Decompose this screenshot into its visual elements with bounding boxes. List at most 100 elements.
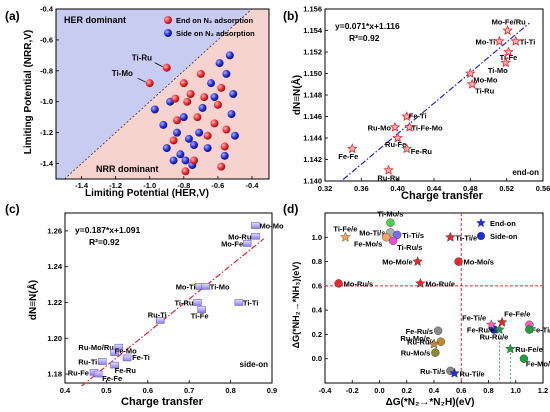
- c-point: [193, 299, 202, 306]
- a-ylabel: Limiting Potential (NRR,V): [23, 30, 34, 154]
- c-xtick-label: 0.6: [143, 386, 153, 395]
- c-point-label: Ti-Mo: [210, 282, 230, 291]
- b-xtick-label: 0.52: [499, 184, 514, 193]
- end-on-point: [169, 136, 178, 145]
- b-xtick-label: 0.48: [463, 184, 478, 193]
- d-side-on-label: Ti-Mo/s: [377, 210, 403, 219]
- legend-label-end-on: End on N₂ adsorption: [176, 16, 253, 25]
- panel-d: (d) -0.4 -0.2 0.0 0.2 0.4 0.6 0.8 1.0 1.2 0.0 0.2 0…: [283, 202, 550, 408]
- side-on-point: [184, 134, 193, 143]
- annotation-ti-mo-arrow: [137, 77, 146, 83]
- her-region: [56, 9, 252, 179]
- b-equation: y=0.071*x+1.116: [335, 21, 400, 31]
- d-end-on-point: [428, 338, 440, 349]
- end-on-point: [193, 113, 202, 122]
- d-side-on-label: Mo-Ti/s: [359, 228, 385, 237]
- d-end-on-point: [415, 277, 426, 288]
- d-side-on-label: Mo-Ru/s: [344, 279, 374, 288]
- c-point: [201, 283, 211, 290]
- c-point: [251, 222, 260, 229]
- d-xtick-label: -0.4: [319, 386, 333, 395]
- d-side-on-label: Ru-Ti/s: [420, 367, 445, 376]
- d-side-on-label: Fe-Mo/s: [354, 239, 382, 248]
- a-xtick-label: -1.2: [109, 181, 122, 190]
- d-end-on-point: [445, 231, 456, 242]
- d-end-on-point: [449, 367, 460, 378]
- end-on-point: [222, 125, 231, 134]
- d-end-on-point: [496, 316, 508, 327]
- d-end-on-label: Ti-Ti/e: [455, 233, 477, 242]
- b-r2: R²=0.92: [349, 33, 380, 43]
- c-ylabel: dN≡N(Å): [26, 280, 39, 320]
- side-on-point: [181, 156, 190, 165]
- d-side-on-label: Ru-Ru/s: [407, 338, 436, 347]
- side-on-point: [198, 103, 207, 112]
- b-ytick-label: 1.156: [303, 5, 322, 14]
- b-point-label: Ru-Fe: [385, 140, 406, 149]
- end-on-point: [172, 116, 181, 125]
- d-legend-label-side-on: Side-on: [490, 232, 518, 241]
- b-xtick-label: 0.44: [427, 184, 442, 193]
- end-on-point: [190, 156, 199, 165]
- c-point-label: Ti-Fe: [191, 312, 209, 321]
- side-on-point: [207, 79, 216, 88]
- b-xlabel: Charge transfer: [401, 190, 484, 202]
- c-point: [251, 232, 260, 240]
- c-corner-text: side-on: [240, 360, 269, 369]
- c-point-label: Fe-Ti: [132, 353, 150, 362]
- c-xtick-label: 0.5: [101, 386, 111, 395]
- b-point: [392, 132, 403, 143]
- side-on-point: [150, 105, 159, 114]
- c-point: [110, 361, 119, 369]
- d-side-on-label: Mo-Mo/s: [464, 258, 494, 267]
- end-on-point: [203, 131, 212, 140]
- d-end-on-label: Ti-Fe/e: [333, 224, 357, 233]
- legend-marker-end-on: [164, 16, 172, 24]
- c-ytick-label: 1.20: [47, 334, 62, 343]
- b-point: [465, 67, 476, 78]
- b-corner-text: end-on: [512, 168, 539, 177]
- b-point: [510, 35, 522, 46]
- c-point-label: Ru-Fe: [68, 368, 89, 377]
- c-xtick-label: 0.9: [267, 386, 277, 395]
- side-on-point: [229, 90, 238, 98]
- d-legend-marker-end-on: [476, 218, 486, 228]
- c-point: [97, 358, 107, 365]
- d-side-on-label: Ti-Ti/s: [402, 231, 424, 240]
- end-on-point: [181, 167, 190, 176]
- a-ytick-label: -0.6: [40, 35, 53, 44]
- panel-a: (a) -1.4 -1.2 -1.0 -0.8 -0.6 -0.4 -0.4 -0.6 -0.8…: [5, 5, 270, 199]
- b-ytick-label: 1.148: [303, 91, 322, 100]
- b-point-label: Fe-Ru: [411, 147, 433, 156]
- d-end-on-label: Mo-Mo/e: [382, 258, 412, 267]
- c-equation: y=0.187*x+1.091: [75, 225, 141, 235]
- side-on-point: [215, 59, 224, 68]
- side-on-point: [190, 141, 199, 149]
- d-side-on-point: [454, 257, 463, 266]
- c-point-label: Ru-Mo/Ru: [78, 343, 114, 352]
- c-point: [234, 299, 244, 306]
- d-end-on-point: [340, 231, 351, 242]
- b-point-label: Ti-Fe: [500, 53, 518, 62]
- b-point-label: Ti-Fe-Mo: [411, 123, 443, 132]
- a-ytick-label: -0.4: [40, 5, 54, 14]
- c-ytick-label: 1.22: [47, 298, 62, 307]
- d-end-on-label: Fe-Ti/e: [462, 314, 486, 323]
- panel-c: (c) 0.4 0.5 0.6 0.7 0.8 0.9 1.18 1.20 1.22 1.24 1.…: [5, 202, 284, 408]
- b-point-label: Ti-Ti: [520, 37, 536, 46]
- c-point: [197, 306, 206, 313]
- side-on-point: [176, 150, 185, 159]
- b-point-label: Ti-Mo: [488, 66, 508, 75]
- panel-label-a: (a): [5, 9, 20, 23]
- end-on-point: [183, 97, 192, 106]
- c-point-label: Fe-Ru: [115, 366, 137, 375]
- b-ytick-label: 1.152: [303, 48, 322, 57]
- d-xtick-label: 0.2: [402, 386, 412, 395]
- d-xtick-label: 0.8: [483, 386, 493, 395]
- a-xtick-label: -0.8: [177, 181, 190, 190]
- c-point-label: Mo-Fe: [221, 239, 243, 248]
- side-on-point: [230, 131, 239, 140]
- d-xtick-label: 1.0: [511, 386, 521, 395]
- d-side-on-point: [393, 230, 402, 240]
